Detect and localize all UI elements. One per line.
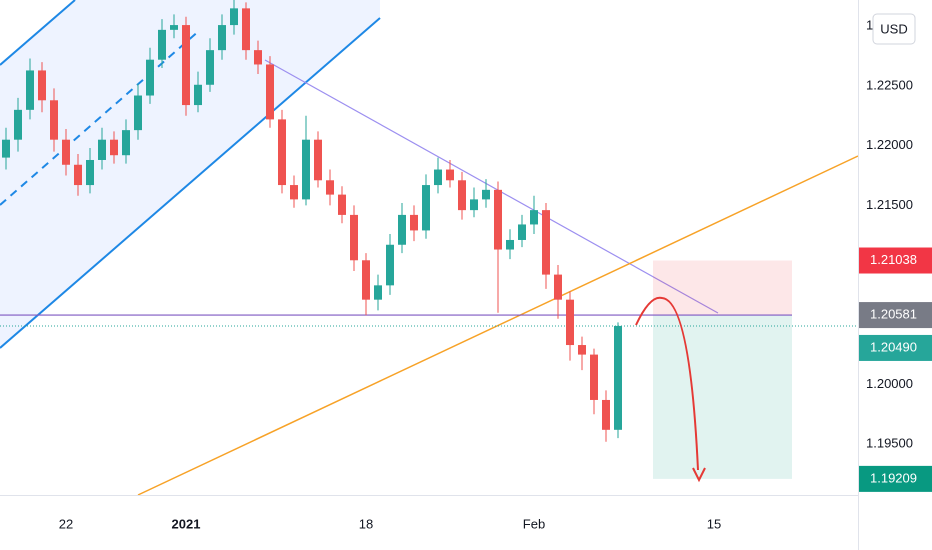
candle-body [2, 139, 10, 158]
candle-body [38, 70, 46, 101]
channel-fill [0, 0, 380, 348]
candle-body [410, 214, 418, 231]
candle-body [218, 25, 226, 51]
candle-body [182, 25, 190, 106]
candle-body [206, 50, 214, 85]
candle-body [62, 139, 70, 165]
candle-body [542, 210, 550, 275]
candle-body [506, 239, 514, 250]
candle-body [590, 354, 598, 400]
x-tick-label: 22 [59, 516, 73, 531]
forecast-arrow [635, 296, 699, 471]
candle-body [554, 274, 562, 300]
candle-body [614, 325, 622, 430]
candle-body [74, 164, 82, 186]
candle-body [158, 29, 166, 60]
plot-area [0, 0, 859, 496]
candle-body [398, 214, 406, 245]
trend-line [264, 59, 719, 314]
stop-price-label-box [859, 247, 932, 274]
candle-body [302, 139, 310, 200]
candle-body [122, 130, 130, 156]
candle-body [254, 50, 262, 65]
candle-body [134, 95, 142, 131]
candle-body [230, 8, 238, 26]
candle-body [26, 70, 34, 110]
x-tick-label: 15 [707, 516, 721, 531]
candle-body [110, 139, 118, 156]
candle-body [326, 180, 334, 195]
candle-body [482, 189, 490, 200]
target-price-label: 1.19209 [870, 470, 917, 485]
currency[interactable]: USD [880, 21, 907, 36]
y-tick-label: 1.21500 [866, 197, 913, 212]
y-axis: 1.195001.200001.215001.220001.225001.230… [866, 18, 913, 451]
candle-body [434, 169, 442, 186]
y-tick-label: 1.22000 [866, 137, 913, 152]
candle-body [602, 399, 610, 430]
candle-body [518, 224, 526, 240]
target-price-label-box [859, 465, 932, 492]
candle-body [530, 210, 538, 225]
candle-body [422, 185, 430, 231]
entry-price-label-box [859, 302, 932, 329]
candle-body [146, 59, 154, 96]
candle-body [14, 109, 22, 140]
candle-body [170, 25, 178, 30]
candle-body [338, 194, 346, 215]
candle-body [278, 119, 286, 186]
candle-body [362, 260, 370, 300]
candles [2, 0, 622, 442]
candle-body [266, 64, 274, 120]
candle-body [458, 180, 466, 211]
candle-body [290, 185, 298, 200]
target-zone [653, 315, 792, 479]
y-tick-label: 1.20000 [866, 376, 913, 391]
candle-body [86, 159, 94, 186]
candle-body [494, 189, 502, 250]
x-tick-label: 2021 [172, 516, 201, 531]
currency-box[interactable] [872, 13, 916, 45]
x-tick-label: Feb [523, 516, 545, 531]
candle-body [98, 139, 106, 160]
stop-price-label: 1.21038 [870, 252, 917, 267]
current-price-label-box [859, 334, 932, 361]
candle-body [578, 345, 586, 355]
y-tick-label: 1.22500 [866, 77, 913, 92]
channel-mid [0, 29, 201, 206]
arrow-head [692, 467, 706, 483]
x-tick-label: 18 [359, 516, 373, 531]
candle-body [446, 169, 454, 181]
candle-body [242, 8, 250, 51]
channel-lower [0, 17, 381, 349]
entry-price-label: 1.20581 [870, 307, 917, 322]
candle-body [374, 285, 382, 300]
channel-upper [0, 0, 76, 66]
candle-body [386, 244, 394, 286]
current-price-label: 1.20490 [870, 339, 917, 354]
candle-body [470, 199, 478, 211]
candle-body [350, 214, 358, 261]
stop-zone [653, 260, 792, 316]
y-tick-label: 1.19500 [866, 436, 913, 451]
candle-body [50, 100, 58, 140]
candle-body [566, 299, 574, 346]
candle-body [194, 84, 202, 106]
candle-body [314, 139, 322, 181]
